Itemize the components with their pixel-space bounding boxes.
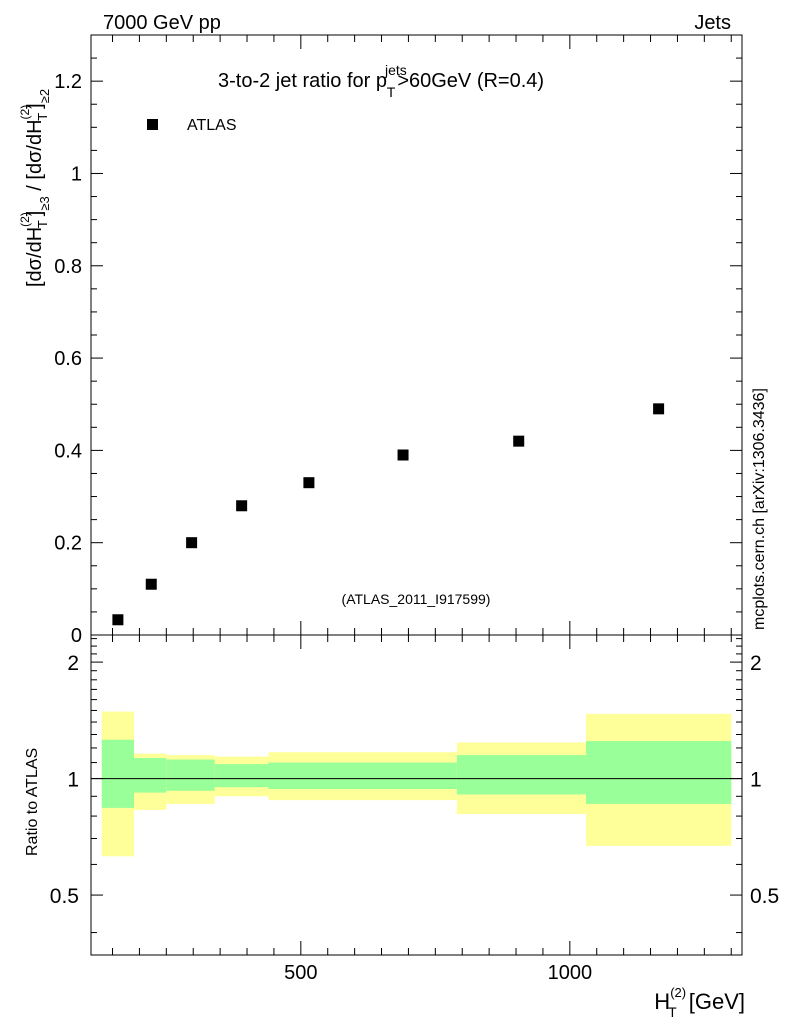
data-point: [186, 537, 198, 549]
ratio-y-tick-label: 2: [67, 652, 79, 675]
title-sup: jets: [384, 62, 407, 78]
ylabel-a-sub: T: [35, 220, 50, 228]
analysis-label: (ATLAS_2011_I917599): [342, 591, 491, 607]
data-point: [397, 449, 409, 461]
ylabel-c: / [dσ/dH: [24, 119, 46, 196]
ratio-band-inner: [214, 764, 269, 788]
legend-marker: [147, 119, 158, 130]
ylabel-d: ]: [24, 103, 46, 109]
xlabel-sub: T: [668, 1004, 677, 1020]
ratio-y-ticks: 0.5 0.5 1 1 2 2: [50, 638, 779, 934]
main-y-tick-label: 0.6: [54, 348, 82, 370]
data-point: [653, 403, 665, 415]
x-tick-label: 500: [284, 962, 317, 984]
main-y-tick-label: 1: [71, 163, 82, 185]
data-point: [303, 477, 315, 489]
x-tick-label: 1000: [548, 962, 593, 984]
main-plot: 0 0.2 0.4 0.6 0.8 1 1.2 3-to-2 jet ratio for p…: [18, 34, 743, 647]
ratio-band-inner: [456, 755, 586, 795]
ratio-y-tick-label-right: 2: [750, 652, 762, 675]
data-point: [145, 578, 157, 590]
ratio-plot-frame: [90, 634, 743, 956]
ratio-y-axis-label: Ratio to ATLAS: [24, 748, 41, 856]
ylabel-d-sub: ≥2: [37, 89, 52, 103]
ratio-band-inner: [101, 739, 135, 808]
data-point: [236, 500, 248, 512]
data-point: [112, 614, 124, 626]
main-y-axis-label: [dσ/dH(2) T]≥3 / [dσ/dH(2) T]≥2: [18, 89, 52, 287]
ratio-band-inner: [268, 762, 457, 789]
header-left-label: 7000 GeV pp: [103, 12, 221, 34]
main-y-tick-label: 0.2: [54, 533, 82, 555]
main-y-tick-label: 1.2: [54, 71, 82, 93]
ylabel-b-sub: ≥3: [37, 196, 52, 210]
ratio-y-tick-label-right: 1: [750, 769, 762, 792]
header-right-label: Jets: [694, 12, 731, 34]
xlabel-sup: (2): [670, 985, 686, 1000]
x-axis-label: H(2) T [GeV]: [654, 985, 745, 1020]
main-y-tick-label: 0.4: [54, 440, 82, 462]
ylabel-a: [dσ/dH: [24, 227, 46, 287]
data-point: [513, 435, 525, 447]
ratio-bands: [101, 711, 732, 857]
main-plot-title: 3-to-2 jet ratio for pjets T >60GeV (R=0.4…: [218, 62, 544, 100]
xlabel-main: H: [654, 989, 670, 1014]
ratio-y-tick-label: 0.5: [50, 885, 79, 908]
watermark: mcplots.cern.ch [arXiv:1306.3436]: [751, 388, 768, 630]
ratio-band-inner: [134, 758, 167, 793]
ylabel-a-sup: (2): [18, 212, 32, 227]
ratio-y-tick-label-right: 0.5: [750, 885, 779, 908]
ratio-x-ticks: 500 1000: [112, 35, 732, 984]
main-y-tick-label: 0: [71, 625, 82, 647]
main-y-tick-label: 0.8: [54, 256, 82, 278]
ratio-plot: 0.5 0.5 1 1 2 2 500 1000 Ratio to ATLAS H(2) T …: [24, 35, 779, 1020]
main-y-ticks: 0 0.2 0.4 0.6 0.8 1 1.2: [54, 57, 742, 647]
title-prefix: 3-to-2 jet ratio for p: [218, 70, 387, 92]
ratio-band-inner: [585, 741, 732, 804]
legend-label: ATLAS: [187, 117, 237, 134]
ylabel-b: ]: [24, 211, 46, 217]
main-data-points: [112, 403, 665, 626]
ratio-band-inner: [166, 759, 215, 791]
title-suffix: >60GeV (R=0.4): [397, 70, 544, 92]
xlabel-unit: [GeV]: [683, 989, 745, 1014]
ratio-y-tick-label: 1: [67, 769, 79, 792]
ylabel-c-sup: (2): [18, 105, 32, 120]
ylabel-c-sub: T: [35, 113, 50, 121]
title-sub: T: [387, 84, 396, 100]
